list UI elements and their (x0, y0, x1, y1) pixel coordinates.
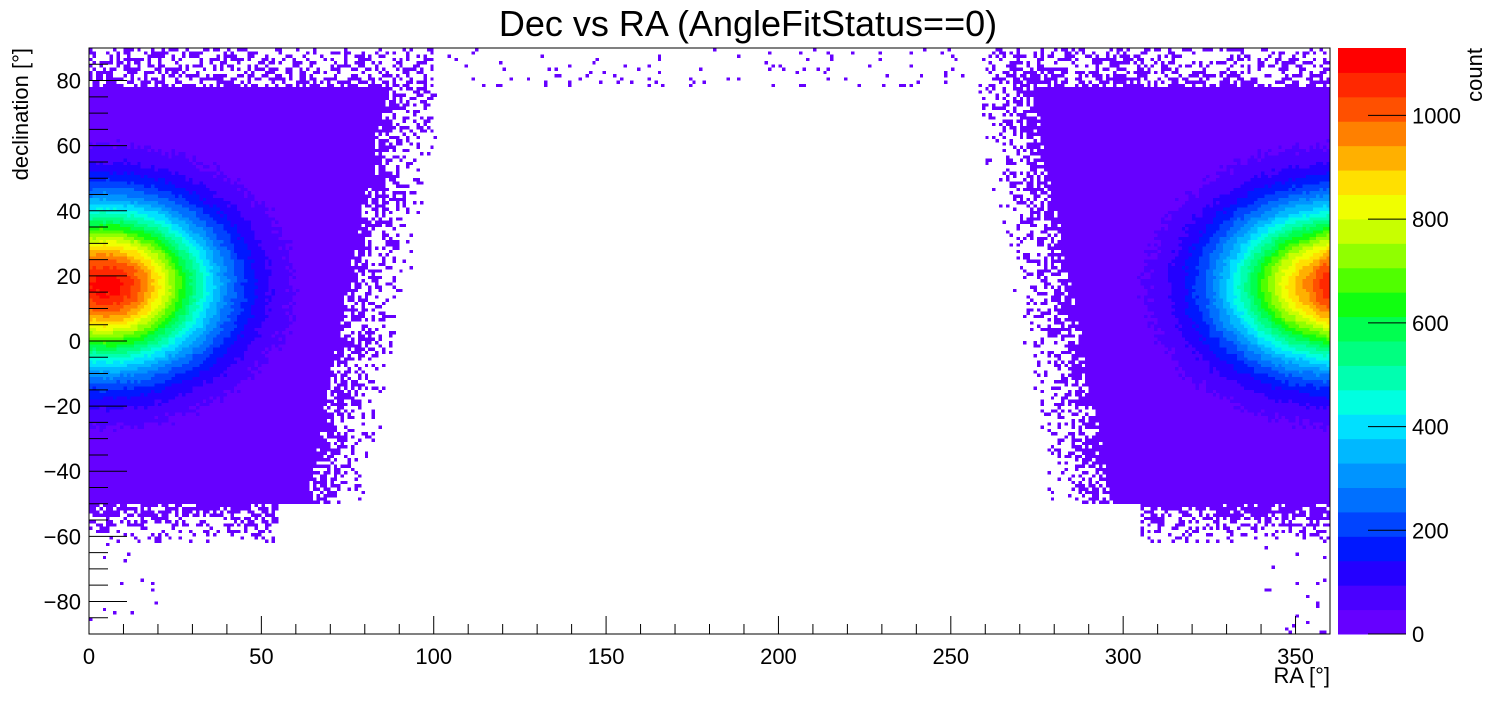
colorbar-segment (1338, 585, 1406, 611)
y-axis-label: declination [°] (8, 48, 33, 180)
colorbar-segment (1338, 487, 1406, 513)
colorbar-segment (1338, 48, 1406, 73)
y-tick-label: 0 (69, 329, 81, 354)
colorbar-segment (1338, 609, 1406, 635)
colorbar-segment (1338, 72, 1406, 98)
colorbar-tick-label: 1000 (1412, 103, 1461, 128)
x-tick-label: 300 (1105, 644, 1142, 669)
colorbar-tick-label: 200 (1412, 518, 1449, 543)
colorbar-segment (1338, 292, 1406, 318)
colorbar: 0 200 400 600 800 1000 (1338, 48, 1461, 647)
x-axis-label: RA [°] (1274, 663, 1330, 688)
x-tick-label: 0 (83, 644, 95, 669)
y-axis: −80 −60 −40 −20 0 20 40 60 80 (44, 47, 127, 635)
colorbar-segment (1338, 96, 1406, 122)
colorbar-segment (1338, 463, 1406, 488)
colorbar-segment (1338, 438, 1406, 464)
colorbar-segment (1338, 316, 1406, 342)
colorbar-segment (1338, 243, 1406, 269)
colorbar-tick-label: 0 (1412, 622, 1424, 647)
colorbar-label: count (1462, 48, 1487, 102)
y-tick-label: 40 (57, 199, 81, 224)
y-tick-label: −40 (44, 459, 81, 484)
colorbar-segment (1338, 389, 1406, 415)
y-tick-label: 60 (57, 134, 81, 159)
colorbar-segment (1338, 218, 1406, 244)
x-tick-label: 100 (415, 644, 452, 669)
y-tick-label: −60 (44, 524, 81, 549)
x-axis: 0 50 100 150 200 250 300 350 (83, 616, 1331, 669)
colorbar-segment (1338, 511, 1406, 537)
x-tick-label: 150 (588, 644, 625, 669)
colorbar-segment (1338, 267, 1406, 293)
x-tick-label: 250 (932, 644, 969, 669)
colorbar-segment (1338, 145, 1406, 171)
chart-title: Dec vs RA (AngleFitStatus==0) (499, 3, 997, 44)
y-tick-label: −80 (44, 589, 81, 614)
y-tick-label: −20 (44, 394, 81, 419)
colorbar-tick-label: 400 (1412, 415, 1449, 440)
y-tick-label: 80 (57, 69, 81, 94)
x-tick-label: 50 (249, 644, 273, 669)
heatmap-cells (89, 48, 1330, 634)
colorbar-tick-label: 600 (1412, 311, 1449, 336)
colorbar-segment (1338, 341, 1406, 366)
y-tick-label: 20 (57, 264, 81, 289)
colorbar-segment (1338, 121, 1406, 147)
colorbar-segment (1338, 170, 1406, 195)
x-tick-label: 350 (1277, 644, 1314, 669)
colorbar-segment (1338, 194, 1406, 220)
colorbar-segment (1338, 365, 1406, 391)
plot-area (88, 47, 1331, 635)
colorbar-tick-label: 800 (1412, 207, 1449, 232)
x-tick-label: 200 (760, 644, 797, 669)
colorbar-segment (1338, 560, 1406, 586)
colorbar-segment (1338, 536, 1406, 562)
